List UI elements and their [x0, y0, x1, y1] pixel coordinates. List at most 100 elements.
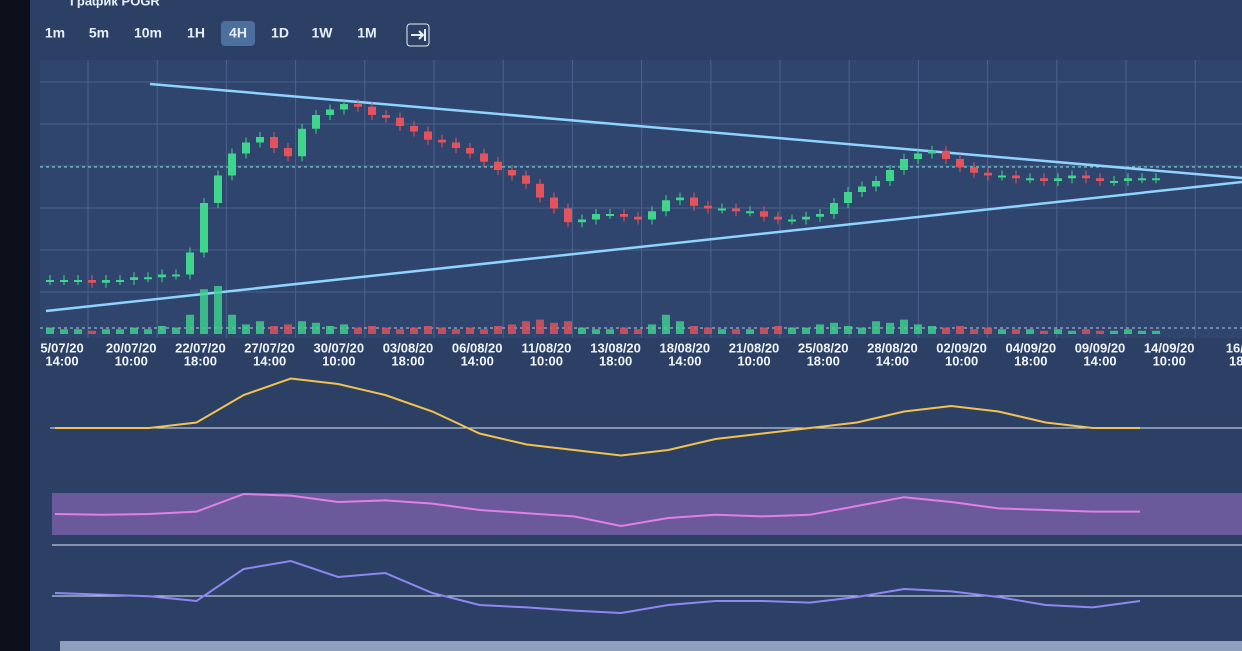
candle [88, 280, 96, 283]
x-date: 09/09/20 [1075, 340, 1126, 355]
candle [424, 131, 432, 140]
candle [746, 211, 754, 214]
volume-bar [774, 326, 782, 334]
candle [732, 208, 740, 212]
timeframe-button[interactable]: 4H [229, 25, 247, 41]
bezel [0, 0, 30, 651]
timeframe-button[interactable]: 1D [271, 25, 289, 41]
candle [788, 219, 796, 222]
candle [1110, 181, 1118, 183]
candle [326, 109, 334, 115]
x-time: 14:00 [876, 353, 909, 368]
volume-bar [242, 324, 250, 334]
volume-bar [88, 330, 96, 334]
timeframe-button[interactable]: 1H [187, 25, 205, 41]
candle [760, 211, 768, 217]
volume-bar [172, 327, 180, 334]
volume-bar [270, 326, 278, 334]
candle [606, 214, 614, 216]
x-date: 21/08/20 [729, 340, 780, 355]
candle [466, 148, 474, 154]
x-date: 11/08/20 [521, 340, 571, 355]
volume-bar [676, 321, 684, 334]
volume-bar [424, 326, 432, 334]
x-time: 10:00 [945, 353, 978, 368]
trend-line-lower [45, 180, 1242, 313]
candle [648, 211, 656, 220]
x-time: 14:00 [668, 353, 701, 368]
timeframe-button[interactable]: 1W [312, 25, 334, 41]
x-date: 22/07/20 [175, 340, 226, 355]
timeframe-button[interactable]: 10m [134, 25, 162, 41]
scrollbar[interactable] [60, 641, 1242, 651]
candle [60, 280, 68, 282]
x-time: 18:00 [1014, 353, 1047, 368]
candle [942, 150, 950, 159]
candle [704, 205, 712, 209]
x-time: 18:00 [599, 353, 632, 368]
timeframe-button[interactable]: 1m [45, 25, 65, 41]
volume-bar [214, 286, 222, 334]
volume-bar [704, 327, 712, 334]
volume-bar [578, 327, 586, 334]
volume-bar [802, 327, 810, 334]
x-time: 14:00 [45, 353, 78, 368]
export-icon[interactable] [406, 23, 430, 47]
candle [214, 175, 222, 203]
candle [382, 115, 390, 118]
volume-bar [942, 327, 950, 334]
candle [46, 280, 54, 282]
grid [40, 60, 1242, 338]
volume-bar [928, 326, 936, 334]
macd-line [55, 377, 1140, 457]
volume-bar [228, 314, 236, 334]
timeframe-button[interactable]: 1M [357, 25, 376, 41]
candle [886, 170, 894, 181]
candle [774, 216, 782, 220]
rsi-line [54, 492, 1140, 528]
candle [564, 208, 572, 223]
volume-bar [60, 329, 68, 334]
volume-bar [522, 321, 530, 334]
volume-bar [1054, 329, 1062, 334]
volume-bar [200, 289, 208, 334]
candle [858, 186, 866, 192]
volume-bar [900, 319, 908, 334]
volume-bar [718, 329, 726, 334]
volume-bar [452, 329, 460, 334]
x-date: 18/08/20 [659, 340, 710, 355]
candle [102, 280, 110, 283]
candle [1082, 175, 1090, 179]
x-date: 25/08/20 [798, 340, 849, 355]
timeframe-button[interactable]: 5m [89, 25, 109, 41]
volume-bar [284, 324, 292, 334]
volume-bar [1110, 330, 1118, 334]
active-button-bg [221, 21, 255, 46]
volume-bar [956, 326, 964, 334]
volume-bar [508, 324, 516, 334]
x-date: 13/08/20 [590, 340, 641, 355]
candle [914, 153, 922, 159]
volume-bar [984, 327, 992, 334]
x-date: 16/0 [1226, 340, 1242, 355]
candle [452, 142, 460, 148]
candle [1012, 175, 1020, 179]
trend-line-upper [149, 82, 1242, 180]
volume-bar [1040, 330, 1048, 334]
x-time: 18: [1229, 353, 1242, 368]
volume-bar [466, 327, 474, 334]
volume-bar [970, 329, 978, 334]
candle [270, 137, 278, 148]
candle [676, 197, 684, 201]
volume-bar [116, 329, 124, 334]
volume-bar [1138, 330, 1146, 334]
candle [1096, 178, 1104, 181]
candle [368, 106, 376, 115]
volume-bar [1068, 330, 1076, 334]
x-time: 10:00 [1153, 353, 1186, 368]
candle [1152, 178, 1160, 181]
x-date: 14/09/20 [1144, 340, 1195, 355]
candle [438, 139, 446, 143]
candle [536, 183, 544, 198]
volume-bar [186, 314, 194, 334]
